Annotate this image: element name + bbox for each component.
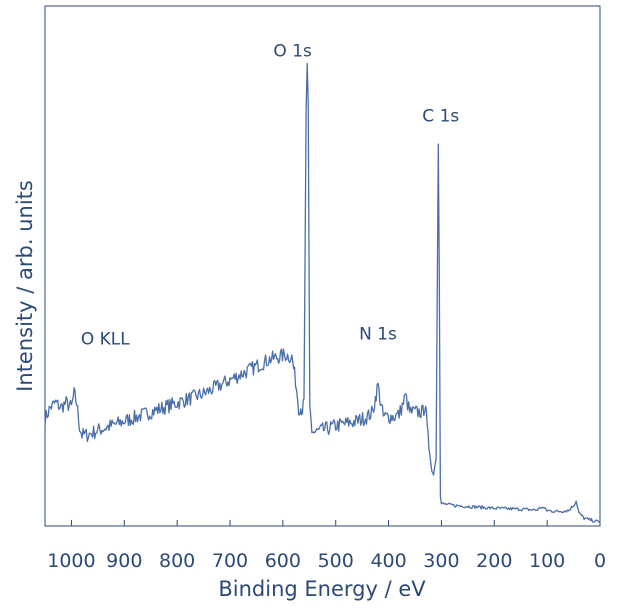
x-tick-label-700: 700: [212, 550, 248, 572]
x-axis-title: Binding Energy / eV: [218, 577, 426, 601]
x-tick-label-500: 500: [318, 550, 354, 572]
annotation-n-1s: N 1s: [359, 325, 397, 345]
x-axis-ticks: [70, 520, 601, 526]
x-tick-label-0: 0: [594, 550, 606, 572]
x-tick-label-1000: 1000: [47, 550, 95, 572]
x-tick-label-100: 100: [529, 550, 565, 572]
annotation-o-1s: O 1s: [273, 42, 312, 62]
x-tick-label-300: 300: [423, 550, 459, 572]
x-tick-label-400: 400: [370, 550, 406, 572]
x-tick-label-200: 200: [476, 550, 512, 572]
x-tick-label-900: 900: [106, 550, 142, 572]
x-tick-label-800: 800: [159, 550, 195, 572]
spectrum-line: [44, 62, 601, 524]
annotation-c-1s: C 1s: [422, 106, 459, 126]
y-axis-title: Intensity / arb. units: [13, 180, 37, 392]
annotation-o-kll: O KLL: [81, 329, 130, 349]
peak-annotations: O KLL O 1s N 1s C 1s: [81, 42, 460, 350]
x-tick-label-600: 600: [265, 550, 301, 572]
plot-area-frame: [44, 5, 601, 527]
x-axis-tick-labels: 1000 900 800 700 600 500 400 300 200 100 0: [47, 550, 606, 572]
